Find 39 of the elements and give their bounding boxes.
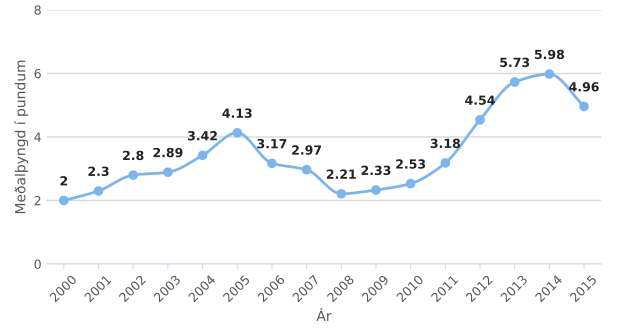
point xyxy=(440,158,450,168)
data-label: 3.18 xyxy=(430,138,460,148)
x-axis-title: Ár xyxy=(316,308,332,321)
point xyxy=(232,128,242,138)
data-label: 3.17 xyxy=(257,138,286,148)
data-label: 5.73 xyxy=(500,58,530,68)
point xyxy=(267,158,277,168)
point xyxy=(544,69,554,79)
y-tick-label: 2 xyxy=(34,196,40,206)
point xyxy=(302,164,312,175)
point xyxy=(579,102,589,112)
y-tick-label: 0 xyxy=(34,259,41,269)
point xyxy=(128,170,138,180)
data-label: 2.89 xyxy=(153,148,183,158)
data-label: 2.21 xyxy=(326,169,356,179)
point xyxy=(198,150,208,160)
point xyxy=(163,167,173,178)
point xyxy=(475,114,485,125)
data-label: 2.97 xyxy=(292,145,322,155)
data-label: 2 xyxy=(60,176,68,186)
data-label: 4.96 xyxy=(569,82,599,92)
point xyxy=(510,77,520,87)
data-label: 4.54 xyxy=(465,96,495,105)
y-tick-label: 8 xyxy=(34,5,41,15)
data-label: 2.3 xyxy=(88,166,109,176)
y-tick-label: 4 xyxy=(34,132,41,142)
point xyxy=(371,185,381,195)
data-label: 5.98 xyxy=(534,50,564,60)
point xyxy=(58,196,69,206)
y-tick-label: 6 xyxy=(34,68,41,78)
data-label: 2.8 xyxy=(123,150,144,160)
data-label: 2.33 xyxy=(362,166,390,176)
data-label: 4.13 xyxy=(222,108,252,118)
y-axis-title: Meðalþyngd í pundum xyxy=(14,60,28,214)
point xyxy=(406,178,416,188)
point xyxy=(94,186,104,196)
data-label: 3.42 xyxy=(188,130,217,140)
data-label: 2.53 xyxy=(396,159,426,169)
point xyxy=(336,188,346,199)
